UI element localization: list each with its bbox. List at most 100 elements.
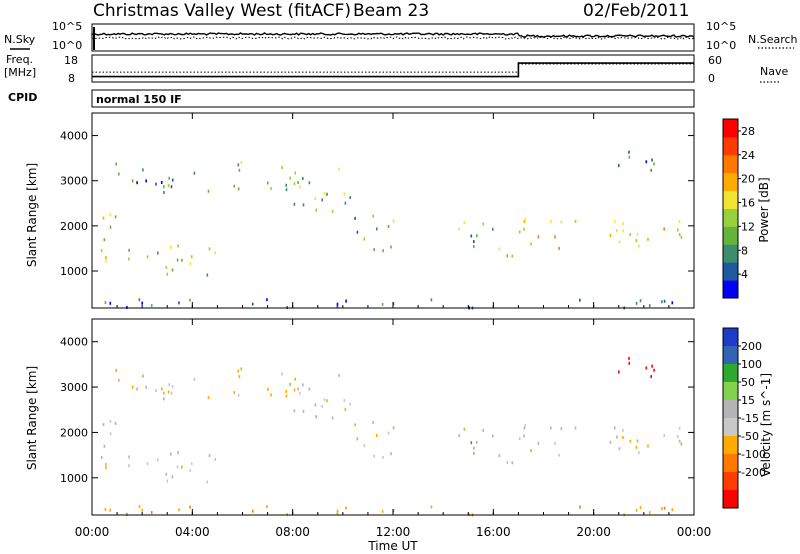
power-cell (430, 298, 433, 302)
y-tick-label: 2000 (60, 220, 88, 233)
velocity-cell (294, 377, 296, 381)
power-colorbar-segment (723, 226, 738, 245)
velocity-cell (579, 505, 581, 509)
power-cell (302, 203, 305, 207)
velocity-cell (237, 393, 240, 397)
power-cell (118, 172, 120, 176)
velocity-cell (376, 434, 378, 437)
velocity-cell (237, 369, 240, 373)
power-panel-frame (91, 112, 695, 309)
power-cell (150, 304, 153, 307)
power-scatter (100, 150, 683, 310)
velocity-colorbar: 200 100 50 15 -15 -50 -100 -200 (722, 327, 766, 509)
noise-search-line (91, 36, 695, 40)
noise-sky-line (91, 32, 695, 38)
velocity-cell (308, 387, 311, 391)
velocity-scatter (100, 356, 683, 517)
power-cell (141, 301, 143, 305)
power-colorbar-segment (723, 280, 738, 299)
frequency-panel: Freq. [MHz] 18 8 60 0 Nave (4, 53, 788, 85)
freq-left-tick-bottom: 8 (68, 72, 75, 85)
power-cell (308, 181, 311, 185)
power-cell (102, 216, 105, 220)
velocity-colorbar-segment (723, 490, 738, 509)
noise-right-tick-top: 10^5 (706, 20, 736, 33)
power-cell (109, 213, 112, 217)
velocity-cell (105, 462, 107, 466)
velocity-cell (293, 409, 296, 413)
velocity-cell (574, 426, 577, 430)
power-cell (470, 234, 473, 238)
velocity-cell (321, 404, 323, 408)
velocity-cell (645, 366, 648, 370)
velocity-cell (635, 445, 638, 449)
velocity-cell (344, 408, 347, 412)
power-cell (579, 298, 581, 302)
power-cell (297, 181, 299, 185)
x-tick-label: 20:00 (576, 525, 611, 539)
power-cell (131, 179, 134, 183)
velocity-cell (331, 416, 334, 420)
power-cell (558, 246, 560, 250)
velocity-cell (189, 469, 192, 473)
velocity-cell (109, 419, 112, 423)
velocity-cell (285, 394, 288, 398)
power-cell (293, 202, 296, 206)
velocity-cell (622, 429, 624, 432)
x-axis-label: Time UT (367, 539, 418, 553)
velocity-cell (128, 455, 130, 459)
velocity-cell (177, 451, 179, 455)
velocity-cell (470, 441, 473, 445)
power-cell (146, 255, 149, 259)
power-cell (163, 185, 165, 189)
power-cell (190, 255, 193, 259)
velocity-cell (651, 364, 653, 368)
power-cell (498, 247, 501, 251)
power-cell (373, 248, 375, 252)
velocity-cell (281, 372, 283, 376)
power-cell (382, 249, 384, 253)
velocity-colorbar-segment (723, 418, 738, 437)
velocity-cell (131, 385, 134, 389)
power-cell (171, 268, 174, 272)
velocity-cell (336, 509, 339, 513)
power-cell (506, 254, 509, 258)
power-cell (476, 234, 478, 238)
power-cell (266, 298, 268, 302)
power-cell (663, 299, 666, 303)
velocity-cell (678, 439, 681, 443)
power-cell (214, 251, 216, 255)
velocity-cell (618, 370, 620, 374)
velocity-cell (663, 506, 666, 510)
velocity-cell (270, 393, 272, 397)
power-cell (645, 160, 648, 164)
power-colorbar-segment (723, 136, 738, 156)
power-cell (163, 191, 165, 194)
velocity-cell (661, 507, 663, 511)
velocity-cell (635, 508, 638, 512)
velocity-cell (463, 427, 466, 431)
power-cell (635, 239, 638, 243)
y-tick-label: 1000 (60, 265, 88, 278)
velocity-cell (537, 441, 540, 445)
nave-line (92, 63, 694, 73)
velocity-cell (146, 462, 149, 466)
velocity-cell (170, 391, 173, 395)
frequency-line (92, 62, 694, 78)
velocity-cell (163, 397, 165, 401)
power-cell (618, 164, 620, 168)
noise-left-tick-bottom: 10^0 (52, 39, 82, 52)
power-cell (181, 258, 183, 262)
velocity-cell (498, 454, 501, 458)
velocity-cell (251, 509, 254, 513)
velocity-cell (267, 387, 269, 391)
power-cell (155, 182, 157, 186)
power-cell (639, 299, 642, 303)
power-cell (616, 229, 618, 232)
velocity-colorbar-segment (723, 364, 738, 383)
velocity-cell (381, 509, 384, 513)
power-cell (321, 198, 323, 202)
y-tick-label: 4000 (60, 336, 88, 349)
frequency-panel-frame (91, 54, 695, 83)
